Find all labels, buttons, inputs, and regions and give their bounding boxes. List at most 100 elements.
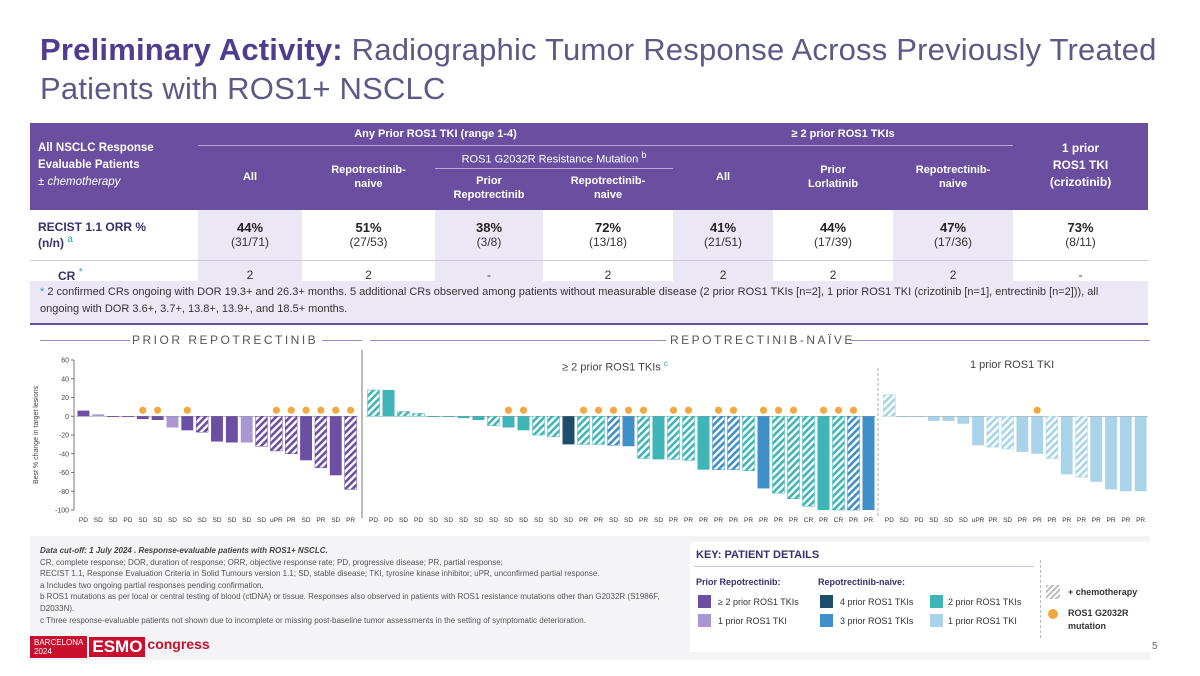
g2032r-label: ROS1 G2032R Resistance Mutation xyxy=(461,153,639,166)
logo-city-box: BARCELONA 2024 xyxy=(30,636,88,658)
divider-line xyxy=(370,340,666,341)
orr-cell: 51% (27/53) xyxy=(302,207,435,261)
col-repnaive-2: Repotrectinib-naive xyxy=(543,168,674,209)
orr-nn: (8/11) xyxy=(1065,235,1096,250)
response-label: SD xyxy=(564,517,573,524)
response-label: PR xyxy=(346,517,355,524)
g2032r-dot xyxy=(714,406,723,414)
orr-label-l2: (n/n) xyxy=(38,235,64,250)
waterfall-bar xyxy=(412,413,425,417)
orr-cell: 44% (31/71) xyxy=(198,207,302,261)
waterfall-bar xyxy=(166,416,179,428)
waterfall-bar xyxy=(1105,416,1117,490)
cr-label-text: CR xyxy=(58,268,76,283)
g2032r-dot xyxy=(624,406,633,414)
orr-cell: 47% (17/36) xyxy=(893,207,1014,261)
y-tick-label: -60 xyxy=(59,470,69,477)
waterfall-bar xyxy=(927,416,940,421)
waterfall-bar xyxy=(270,416,283,452)
divider-line xyxy=(322,340,362,341)
col-repnaive-3: Repotrectinib-naive xyxy=(893,145,1014,209)
response-label: SD xyxy=(257,517,266,524)
orr-pct: 44% xyxy=(820,220,847,236)
waterfall-bar xyxy=(957,416,970,424)
title-rest: Radiographic Tumor Response Across Previ… xyxy=(40,32,1157,106)
col-all-1: All xyxy=(198,145,302,209)
g2032r-dot xyxy=(287,406,295,414)
waterfall-bar xyxy=(92,414,105,417)
key-naive-3: 3 prior ROS1 TKIs xyxy=(840,616,914,626)
response-label: PD xyxy=(123,517,132,524)
g2032r-dot xyxy=(154,406,162,414)
waterfall-bar xyxy=(1119,416,1132,492)
key-swatch-naive-4 xyxy=(820,595,833,608)
waterfall-bar xyxy=(847,416,860,511)
response-label: SD xyxy=(1003,517,1012,524)
y-tick-label: 20 xyxy=(61,395,69,402)
waterfall-bar xyxy=(344,416,357,490)
section-repotrectinib-naive: REPOTRECTINIB-NAÏVE xyxy=(670,333,855,347)
waterfall-bar xyxy=(972,416,984,446)
waterfall-bar xyxy=(122,416,134,418)
orr-cell: 38% (3/8) xyxy=(435,207,543,261)
repnaive3-l2: naive xyxy=(938,177,968,190)
waterfall-bar xyxy=(382,390,395,417)
corner-line3: ± chemotherapy xyxy=(38,175,121,188)
waterfall-bar xyxy=(898,416,911,418)
response-label: SD xyxy=(444,517,453,524)
waterfall-bar xyxy=(682,416,695,461)
waterfall-bar xyxy=(517,416,530,431)
waterfall-bar xyxy=(225,416,238,443)
col-repnaive-1: Repotrectinib-naive xyxy=(302,145,435,209)
g2032r-dot xyxy=(774,406,783,414)
response-label: PR xyxy=(594,517,603,524)
one-prior-l2: ROS1 TKI xyxy=(1052,157,1109,172)
response-label: SD xyxy=(459,517,468,524)
key-swatch-naive-1 xyxy=(930,614,943,627)
y-tick-label: 60 xyxy=(61,358,69,365)
subsection-one: 1 prior ROS1 TKI xyxy=(970,359,1055,371)
key-swatch-prior-ge2 xyxy=(698,595,711,608)
response-label: SD xyxy=(944,517,953,524)
orr-pct: 72% xyxy=(595,220,622,236)
waterfall-bar xyxy=(832,416,845,511)
divider-line xyxy=(40,340,130,341)
g2032r-dot xyxy=(302,406,310,414)
repnaive1-l2: naive xyxy=(354,177,383,190)
notes-cutoff: Data cut-off: 1 July 2024 . Response-eva… xyxy=(40,546,328,555)
waterfall-bar xyxy=(637,416,650,459)
response-label: SD xyxy=(609,517,618,524)
waterfall-bar xyxy=(883,394,896,417)
key-dot-icon xyxy=(1048,609,1058,619)
response-label: PR xyxy=(316,517,325,524)
g2032r-dot xyxy=(759,406,768,414)
response-label: PR xyxy=(729,517,738,524)
footnote-text: 2 confirmed CRs ongoing with DOR 19.3+ a… xyxy=(40,286,1099,315)
orr-nn: (3/8) xyxy=(476,235,502,250)
waterfall-bar xyxy=(314,416,328,469)
response-label: CR xyxy=(804,517,814,524)
orr-pct: 73% xyxy=(1067,220,1094,236)
header-one-prior: 1 prior ROS1 TKI (crizotinib) xyxy=(1013,123,1149,209)
y-tick-label: -40 xyxy=(59,451,69,458)
response-label: SD xyxy=(489,517,498,524)
response-table: All NSCLC Response Evaluable Patients ± … xyxy=(30,123,1149,290)
y-tick-label: -100 xyxy=(55,508,69,515)
orr-note: a xyxy=(67,233,73,245)
response-label: SD xyxy=(534,517,543,524)
key-naive-4: 4 prior ROS1 TKIs xyxy=(840,597,914,607)
response-label: PR xyxy=(579,517,588,524)
waterfall-bar xyxy=(136,416,149,420)
response-label: SD xyxy=(900,517,909,524)
waterfall-bar xyxy=(742,416,755,471)
response-label: SD xyxy=(429,517,438,524)
g2032r-dot xyxy=(332,406,340,414)
waterfall-bar xyxy=(181,416,194,431)
one-prior-l3: (crizotinib) xyxy=(1049,174,1112,189)
waterfall-bar xyxy=(1001,416,1014,450)
waterfall-bar xyxy=(240,416,253,443)
orr-nn: (17/36) xyxy=(934,235,973,250)
cr-note: * xyxy=(78,266,83,278)
waterfall-bar xyxy=(1075,416,1088,478)
g2032r-dot xyxy=(504,406,513,414)
